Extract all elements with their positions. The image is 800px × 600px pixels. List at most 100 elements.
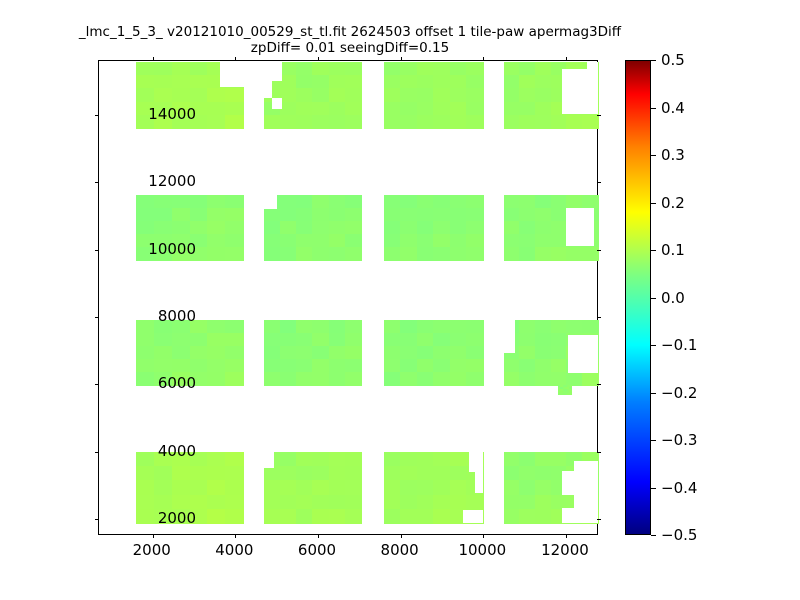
heatmap-cell xyxy=(171,480,191,496)
y-tick xyxy=(95,249,99,251)
x-tick-label: 8000 xyxy=(380,541,419,559)
heatmap-cell xyxy=(312,75,330,90)
heatmap-cell xyxy=(582,194,599,209)
heatmap-cell xyxy=(566,114,583,129)
heatmap-cell xyxy=(207,319,227,334)
heatmap-cell xyxy=(328,88,346,103)
y-tick-right xyxy=(597,114,601,116)
heatmap-cell xyxy=(135,114,155,129)
heatmap-cell xyxy=(503,220,521,235)
heatmap-cell xyxy=(135,75,155,90)
heatmap-cell xyxy=(280,88,298,103)
heatmap-cell xyxy=(560,387,564,390)
heatmap-cell xyxy=(466,75,484,90)
heatmap-cell xyxy=(582,319,599,334)
heatmap-cell xyxy=(225,466,245,482)
heatmap-cell xyxy=(296,220,314,235)
x-tick xyxy=(318,534,319,538)
heatmap-cell xyxy=(466,319,484,334)
heatmap-cell xyxy=(503,114,521,129)
heatmap-cell xyxy=(400,466,418,482)
heatmap-cell xyxy=(225,88,245,103)
heatmap-cell xyxy=(564,387,568,390)
y-tick-label: 4000 xyxy=(157,441,196,460)
heatmap-cell xyxy=(312,346,330,360)
heatmap-cell xyxy=(416,333,435,347)
heatmap-cell xyxy=(519,207,536,222)
heatmap-cell xyxy=(225,452,245,467)
heatmap-cell xyxy=(135,220,155,235)
heatmap-cell xyxy=(550,494,568,510)
heatmap-cell xyxy=(466,233,484,248)
heatmap-cell xyxy=(344,319,362,334)
heatmap-cell xyxy=(296,359,314,374)
heatmap-cell xyxy=(383,466,402,482)
heatmap-cell xyxy=(503,480,521,496)
heatmap-cell xyxy=(564,389,568,392)
heatmap-cell xyxy=(312,452,330,467)
heatmap-cell xyxy=(296,346,314,360)
heatmap-cell xyxy=(400,75,418,90)
heatmap-cell xyxy=(566,372,583,387)
heatmap-cell xyxy=(503,207,521,222)
heatmap-cell xyxy=(207,452,227,467)
heatmap-cell xyxy=(171,359,191,374)
heatmap-gap xyxy=(463,510,484,524)
heatmap-cell xyxy=(449,359,468,374)
heatmap-cell xyxy=(344,494,362,510)
chart-title-block: _lmc_1_5_3_ v20121010_00529_st_tl.fit 26… xyxy=(0,24,700,56)
heatmap-cell xyxy=(312,494,330,510)
heatmap-cell xyxy=(207,194,227,209)
heatmap-cell xyxy=(466,88,484,103)
heatmap-cell xyxy=(534,101,552,116)
heatmap-cell xyxy=(135,494,155,510)
heatmap-cell xyxy=(449,101,468,116)
heatmap-cell xyxy=(263,466,281,482)
heatmap-cell xyxy=(566,194,583,209)
heatmap-cell xyxy=(534,61,552,76)
colorbar-tick xyxy=(651,297,656,299)
heatmap-cell xyxy=(344,333,362,347)
heatmap-cell xyxy=(189,114,209,129)
heatmap-cell xyxy=(189,75,209,90)
heatmap-cell xyxy=(280,494,298,510)
x-tick xyxy=(483,534,485,538)
heatmap-cell xyxy=(569,392,573,396)
heatmap-cell xyxy=(171,346,191,360)
heatmap-cell xyxy=(280,508,298,524)
heatmap-cell xyxy=(534,372,552,387)
heatmap-cell xyxy=(449,480,468,496)
y-tick-label: 14000 xyxy=(148,104,196,123)
heatmap-cell xyxy=(328,207,346,222)
colorbar-tick xyxy=(651,440,656,441)
heatmap-cell xyxy=(328,194,346,209)
heatmap-cell xyxy=(383,494,402,510)
heatmap-cell xyxy=(207,88,227,103)
heatmap-cell xyxy=(400,194,418,209)
heatmap-cell xyxy=(534,466,552,482)
colorbar-tick-label: −0.5 xyxy=(661,526,698,544)
heatmap-cell xyxy=(503,194,521,209)
heatmap-cell xyxy=(519,333,536,347)
heatmap-cell xyxy=(519,480,536,496)
heatmap-cell xyxy=(534,207,552,222)
heatmap-cell xyxy=(449,466,468,482)
heatmap-cell xyxy=(312,466,330,482)
x-tick-top xyxy=(565,57,567,61)
heatmap-cell xyxy=(328,114,346,129)
heatmap-cell xyxy=(449,75,468,90)
heatmap-cell xyxy=(153,359,173,374)
heatmap-gap xyxy=(562,68,599,114)
heatmap-cell xyxy=(569,385,573,388)
heatmap-cell xyxy=(466,194,484,209)
heatmap-cell xyxy=(550,372,568,387)
heatmap-cell xyxy=(135,207,155,222)
heatmap-cell xyxy=(550,233,568,248)
heatmap-cell xyxy=(135,372,155,387)
heatmap-cell xyxy=(400,452,418,467)
heatmap-cell xyxy=(135,319,155,334)
heatmap-cell xyxy=(344,114,362,129)
heatmap-cell xyxy=(328,319,346,334)
heatmap-cell xyxy=(328,494,346,510)
heatmap-cell xyxy=(296,452,314,467)
